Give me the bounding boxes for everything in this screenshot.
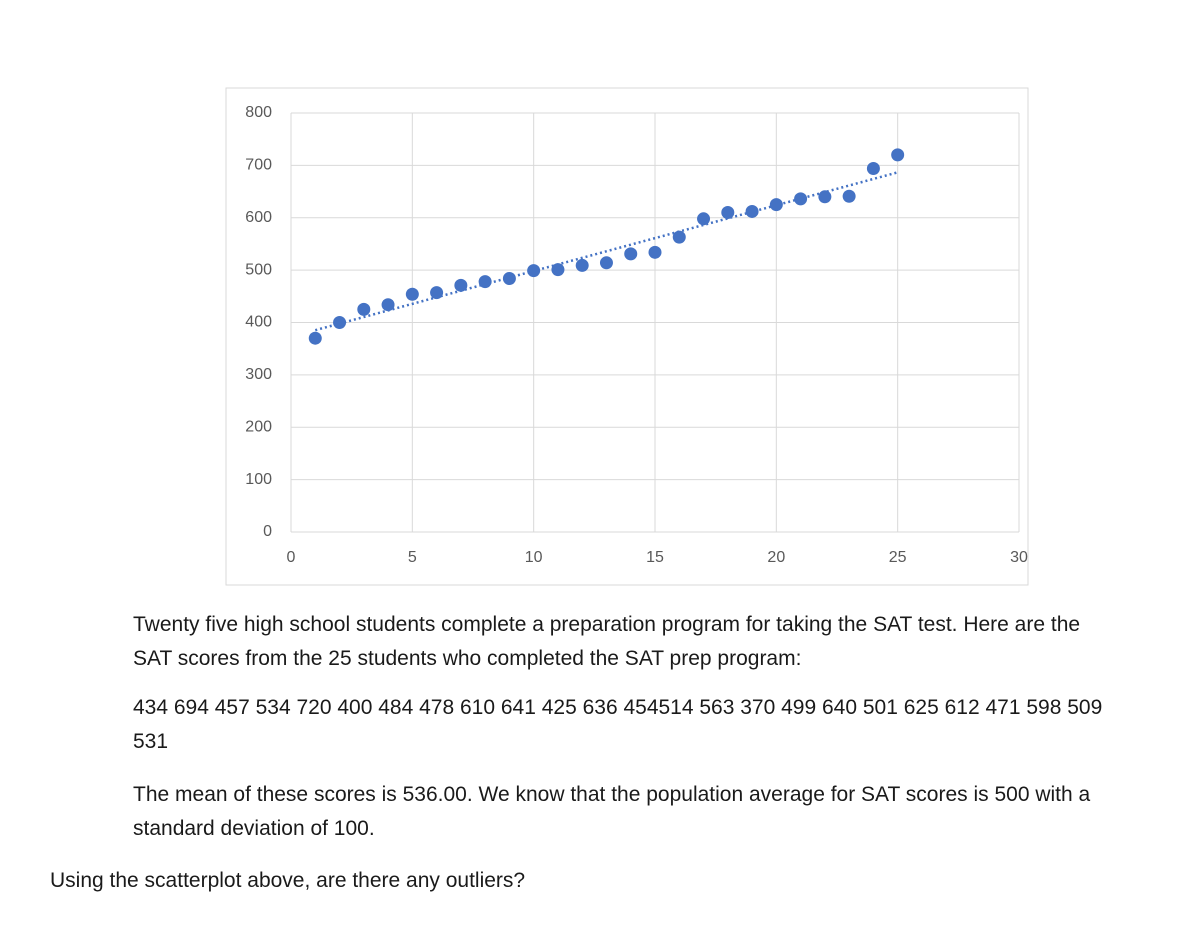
point [745,204,759,218]
y-tick-label: 200 [245,418,272,435]
paragraph: 434 694 457 534 720 400 484 478 610 641 … [133,696,1103,753]
point [794,192,808,206]
point [502,272,516,286]
point [648,245,662,259]
x-tick-label: 10 [525,549,543,566]
point [575,258,589,272]
point [430,286,444,300]
point [527,264,541,278]
point [357,302,371,316]
x-tick-label: 25 [889,549,907,566]
point [818,190,832,204]
point [624,247,638,261]
x-tick-label: 0 [287,549,296,566]
point [308,331,322,345]
x-tick-label: 5 [408,549,417,566]
chart-frame [225,87,1029,586]
point [551,263,565,277]
y-tick-label: 0 [263,523,272,540]
y-tick-label: 400 [245,314,272,331]
point [405,287,419,301]
trendline [314,171,898,332]
y-tick-label: 800 [245,104,272,121]
point [891,148,905,162]
point [769,198,783,212]
y-tick-label: 300 [245,366,272,383]
x-tick-label: 15 [646,549,664,566]
x-tick-label: 20 [767,549,785,566]
y-tick-label: 600 [245,209,272,226]
paragraph: Twenty five high school students complet… [133,613,1081,670]
paragraph: Using the scatterplot above, are there a… [50,869,526,892]
x-tick-label: 30 [1010,549,1028,566]
paragraph: The mean of these scores is 536.00. We k… [133,783,1091,840]
chart: 0 100 200 300 400 500 600 700 800 0 5 10 15 20 25 30 [225,87,1029,586]
point [599,256,613,270]
point [697,212,711,226]
point [672,230,686,244]
point [381,298,395,312]
point [721,206,735,220]
point [842,189,856,203]
y-tick-label: 100 [245,471,272,488]
point [333,316,347,329]
y-tick-label: 500 [245,261,272,278]
y-tick-label: 700 [245,157,272,174]
point [478,275,492,289]
point [866,162,880,176]
point [454,278,468,292]
